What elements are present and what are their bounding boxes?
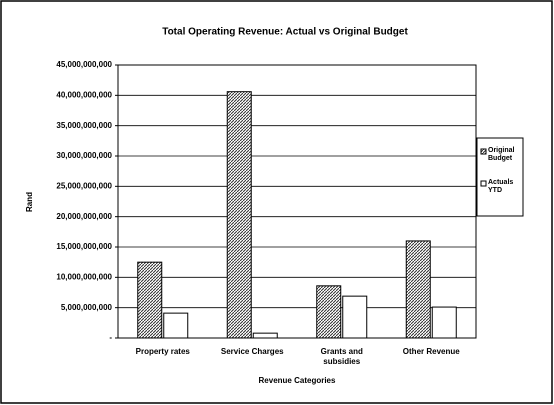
legend-box: [476, 137, 524, 217]
y-tick-label: -: [109, 333, 112, 342]
chart-title: Total Operating Revenue: Actual vs Origi…: [162, 27, 408, 38]
y-tick-label: 5,000,000,000: [61, 303, 113, 312]
x-tick-label: Other Revenue: [402, 347, 460, 356]
bar: [137, 261, 163, 339]
y-tick-label: 45,000,000,000: [56, 60, 112, 69]
bar: [431, 306, 457, 339]
bar: [252, 332, 278, 339]
bar: [226, 91, 252, 339]
y-axis-label: Rand: [25, 192, 34, 212]
x-axis-label: Revenue Categories: [259, 376, 336, 385]
x-tick-label: Service Charges: [220, 347, 284, 356]
y-tick-label: 15,000,000,000: [56, 242, 112, 251]
legend-label: Original Budget: [488, 147, 515, 162]
x-tick-label: Property rates: [135, 347, 190, 356]
bar: [163, 312, 189, 339]
legend-label: Actuals YTD: [488, 179, 514, 194]
y-tick-label: 25,000,000,000: [56, 181, 112, 190]
bar: [316, 285, 342, 339]
legend-swatch: [480, 148, 487, 155]
bar: [405, 240, 431, 339]
legend-swatch: [480, 180, 487, 187]
y-tick-label: 10,000,000,000: [56, 272, 112, 281]
y-tick-label: 40,000,000,000: [56, 90, 112, 99]
y-tick-label: 30,000,000,000: [56, 151, 112, 160]
x-tick-label: Grants and subsidies: [320, 347, 363, 366]
bar: [342, 295, 368, 339]
y-tick-label: 20,000,000,000: [56, 212, 112, 221]
y-tick-label: 35,000,000,000: [56, 121, 112, 130]
